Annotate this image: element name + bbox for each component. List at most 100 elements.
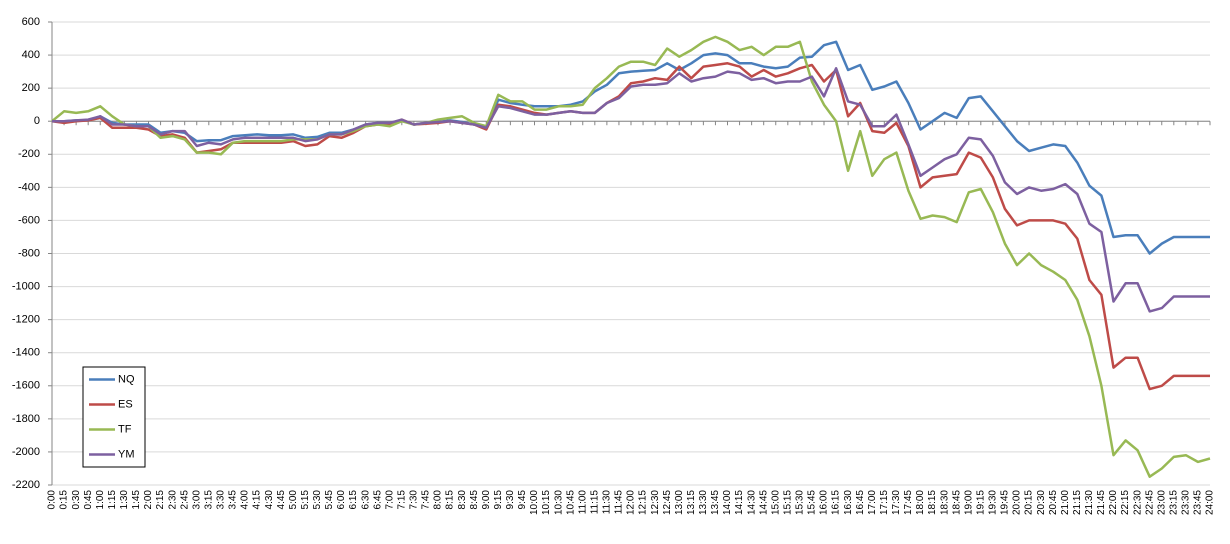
x-tick-label: 21:00 bbox=[1060, 490, 1071, 515]
x-tick-label: 13:30 bbox=[698, 490, 709, 515]
x-tick-label: 6:15 bbox=[348, 490, 359, 510]
x-tick-label: 10:00 bbox=[529, 490, 540, 515]
x-tick-label: 16:45 bbox=[855, 490, 866, 515]
line-series bbox=[52, 40, 1210, 255]
x-tick-label: 8:15 bbox=[445, 490, 456, 510]
x-tick-label: 17:45 bbox=[903, 490, 914, 515]
x-tick-label: 15:45 bbox=[807, 490, 818, 515]
x-tick-label: 14:15 bbox=[734, 490, 745, 515]
x-tick-label: 9:45 bbox=[517, 490, 528, 510]
x-tick-label: 0:15 bbox=[59, 490, 70, 510]
legend-label: ES bbox=[118, 398, 133, 410]
x-tick-label: 16:00 bbox=[819, 490, 830, 515]
x-tick-label: 1:30 bbox=[119, 490, 130, 510]
x-tick-label: 20:45 bbox=[1048, 490, 1059, 515]
x-tick-label: 10:30 bbox=[553, 490, 564, 515]
x-tick-label: 6:45 bbox=[372, 490, 383, 510]
x-tick-label: 13:45 bbox=[710, 490, 721, 515]
line-series bbox=[51, 62, 1210, 391]
x-tick-label: 20:15 bbox=[1024, 490, 1035, 515]
x-tick-label: 15:30 bbox=[795, 490, 806, 515]
x-tick-label: 18:15 bbox=[927, 490, 938, 515]
x-tick-label: 0:00 bbox=[47, 490, 58, 510]
x-tick-label: 10:45 bbox=[565, 490, 576, 515]
y-tick-label: -400 bbox=[18, 181, 40, 193]
y-tick-label: 0 bbox=[34, 115, 40, 127]
x-tick-label: 4:45 bbox=[276, 490, 287, 510]
x-tick-label: 22:30 bbox=[1132, 490, 1143, 515]
x-tick-label: 12:30 bbox=[650, 490, 661, 515]
y-tick-label: -2200 bbox=[12, 479, 40, 491]
x-tick-label: 8:45 bbox=[469, 490, 480, 510]
x-tick-label: 23:45 bbox=[1193, 490, 1204, 515]
legend-label: NQ bbox=[118, 373, 135, 385]
x-tick-label: 8:00 bbox=[433, 490, 444, 510]
x-tick-label: 22:45 bbox=[1144, 490, 1155, 515]
y-tick-label: -200 bbox=[18, 148, 40, 160]
x-tick-label: 9:00 bbox=[481, 490, 492, 510]
x-tick-label: 17:00 bbox=[867, 490, 878, 515]
x-tick-label: 21:45 bbox=[1096, 490, 1107, 515]
x-tick-label: 21:15 bbox=[1072, 490, 1083, 515]
x-tick-label: 10:15 bbox=[541, 490, 552, 515]
x-tick-label: 22:00 bbox=[1108, 490, 1119, 515]
y-tick-label: -1600 bbox=[12, 380, 40, 392]
y-tick-label: -1800 bbox=[12, 413, 40, 425]
legend-label: TF bbox=[118, 423, 132, 435]
y-tick-label: -2000 bbox=[12, 446, 40, 458]
x-tick-label: 5:45 bbox=[324, 490, 335, 510]
x-tick-label: 5:00 bbox=[288, 490, 299, 510]
x-tick-label: 0:30 bbox=[71, 490, 82, 510]
y-tick-label: 200 bbox=[22, 82, 40, 94]
x-tick-label: 12:45 bbox=[662, 490, 673, 515]
x-tick-label: 23:00 bbox=[1156, 490, 1167, 515]
x-tick-label: 14:30 bbox=[746, 490, 757, 515]
x-tick-label: 7:00 bbox=[384, 490, 395, 510]
x-tick-label: 4:30 bbox=[264, 490, 275, 510]
x-tick-label: 20:30 bbox=[1036, 490, 1047, 515]
x-tick-label: 3:00 bbox=[191, 490, 202, 510]
x-tick-label: 0:45 bbox=[83, 490, 94, 510]
y-tick-label: 600 bbox=[22, 16, 40, 28]
x-tick-label: 11:00 bbox=[577, 490, 588, 515]
y-tick-label: 400 bbox=[22, 49, 40, 61]
x-tick-label: 17:15 bbox=[879, 490, 890, 515]
x-tick-label: 16:15 bbox=[831, 490, 842, 515]
x-tick-label: 7:30 bbox=[409, 490, 420, 510]
x-tick-label: 7:45 bbox=[421, 490, 432, 510]
x-tick-label: 15:15 bbox=[782, 490, 793, 515]
x-tick-label: 19:45 bbox=[1000, 490, 1011, 515]
legend-label: YM bbox=[118, 448, 135, 460]
y-tick-label: -1000 bbox=[12, 280, 40, 292]
x-tick-label: 19:15 bbox=[975, 490, 986, 515]
x-tick-label: 4:00 bbox=[240, 490, 251, 510]
x-tick-label: 11:45 bbox=[614, 490, 625, 515]
x-tick-label: 11:15 bbox=[589, 490, 600, 515]
y-tick-label: -600 bbox=[18, 214, 40, 226]
legend-box bbox=[82, 366, 146, 468]
x-tick-label: 12:15 bbox=[638, 490, 649, 515]
x-tick-label: 6:30 bbox=[360, 490, 371, 510]
x-tick-label: 8:30 bbox=[457, 490, 468, 510]
y-tick-label: -1400 bbox=[12, 347, 40, 359]
x-tick-label: 18:00 bbox=[915, 490, 926, 515]
x-tick-label: 5:30 bbox=[312, 490, 323, 510]
x-tick-label: 7:15 bbox=[396, 490, 407, 510]
x-tick-label: 23:30 bbox=[1181, 490, 1192, 515]
x-tick-label: 14:45 bbox=[758, 490, 769, 515]
x-tick-label: 2:45 bbox=[179, 490, 190, 510]
x-tick-label: 16:30 bbox=[843, 490, 854, 515]
x-tick-label: 1:15 bbox=[107, 490, 118, 510]
x-tick-label: 4:15 bbox=[252, 490, 263, 510]
x-tick-label: 9:15 bbox=[493, 490, 504, 510]
x-tick-label: 22:15 bbox=[1120, 490, 1131, 515]
x-tick-label: 19:30 bbox=[988, 490, 999, 515]
x-tick-label: 11:30 bbox=[602, 490, 613, 515]
line-series bbox=[51, 35, 1211, 478]
x-tick-label: 3:30 bbox=[216, 490, 227, 510]
x-tick-label: 13:15 bbox=[686, 490, 697, 515]
x-tick-label: 17:30 bbox=[891, 490, 902, 515]
x-tick-label: 20:00 bbox=[1012, 490, 1023, 515]
x-tick-label: 15:00 bbox=[770, 490, 781, 515]
